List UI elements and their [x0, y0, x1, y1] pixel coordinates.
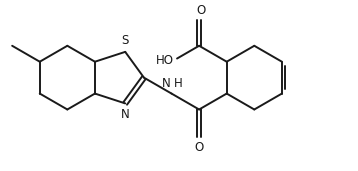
- Text: HO: HO: [156, 54, 174, 67]
- Text: O: O: [196, 4, 205, 17]
- Text: N: N: [121, 108, 130, 121]
- Text: S: S: [121, 34, 129, 47]
- Text: H: H: [174, 76, 183, 89]
- Text: N: N: [161, 76, 170, 89]
- Text: O: O: [194, 141, 204, 154]
